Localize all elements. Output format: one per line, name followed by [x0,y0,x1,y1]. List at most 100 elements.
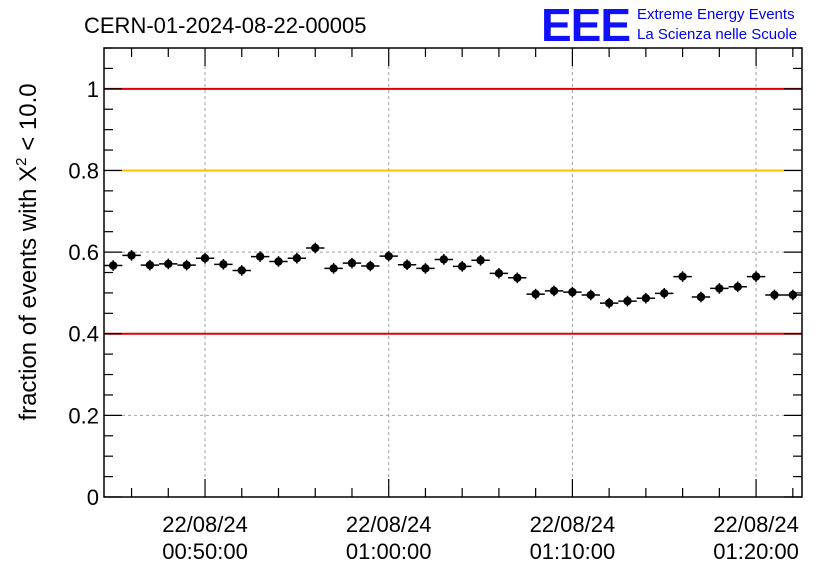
point-marker [145,260,155,270]
data-point-22 [508,272,527,284]
data-point-12 [324,263,343,274]
x-tick-labels: 22/08/2400:50:0022/08/2401:00:0022/08/24… [162,512,799,564]
data-point-21 [489,268,509,279]
point-marker [513,273,522,283]
point-marker [164,259,173,269]
eee-logo-line1: Extreme Energy Events [637,6,795,23]
data-point-37 [783,289,802,301]
data-point-34 [728,281,747,293]
point-marker [604,298,614,308]
point-marker [751,272,761,281]
y-tick-labels: 0 0.2 0.4 0.6 0.8 1 [68,77,99,510]
data-point-30 [655,288,674,299]
point-marker [715,284,724,293]
data-point-28 [618,295,637,307]
point-marker [788,290,798,300]
eee-logo: EEE Extreme Energy Events La Scienza nel… [541,0,797,51]
point-marker [494,269,504,278]
eee-logo-mark: EEE [541,0,630,51]
point-marker [623,296,632,306]
point-marker [219,260,228,269]
data-point-35 [746,271,766,282]
data-point-26 [581,289,600,301]
data-point-6 [214,259,233,270]
y-tick-label-0: 0 [87,485,99,510]
point-marker [292,254,302,263]
data-point-1 [122,250,141,261]
x-tick-label-date-1: 22/08/24 [346,512,432,537]
point-marker [255,252,265,261]
data-point-7 [232,265,251,276]
data-points [104,242,802,309]
point-marker [586,290,595,300]
point-marker [108,261,118,270]
data-point-36 [765,289,784,301]
x-tick-label-time-0: 00:50:00 [162,539,248,564]
eee-logo-line2: La Scienza nelle Scuole [637,26,797,43]
data-point-24 [544,285,564,297]
x-tick-label-date-3: 22/08/24 [713,512,799,537]
data-point-11 [306,242,325,254]
y-tick-label-5: 1 [87,77,99,102]
grid [104,48,802,497]
data-point-15 [379,250,398,262]
x-tick-label-time-1: 01:00:00 [346,539,432,564]
point-marker [641,294,651,303]
point-marker [733,282,742,291]
data-point-32 [691,291,711,303]
point-marker [421,264,430,273]
y-tick-label-3: 0.6 [68,240,99,265]
reference-lines [104,87,802,335]
data-point-3 [159,258,178,270]
point-marker [366,261,375,271]
point-marker [311,243,320,253]
data-point-16 [397,259,417,271]
x-tick-label-time-2: 01:10:00 [530,539,616,564]
point-marker [549,286,559,296]
data-point-17 [416,263,435,274]
data-point-0 [104,260,123,271]
data-point-4 [177,259,196,271]
chart-title: CERN-01-2024-08-22-00005 [84,13,367,38]
x-tick-label-date-2: 22/08/24 [530,512,616,537]
y-axis-label: fraction of events with X2 < 10.0 [13,83,42,420]
x-tick-label-date-0: 22/08/24 [162,512,248,537]
data-point-23 [526,288,545,300]
data-point-2 [140,259,160,271]
point-marker [770,290,779,300]
point-marker [347,258,357,268]
point-marker [476,256,485,265]
point-marker [531,289,540,299]
data-point-14 [361,260,380,272]
point-marker [402,260,412,269]
data-point-18 [434,254,453,265]
point-marker [329,264,338,273]
data-point-29 [636,292,656,304]
point-marker [678,272,687,281]
y-tick-label-2: 0.4 [68,322,99,347]
point-marker [457,262,467,271]
axis-ticks [104,47,802,498]
point-marker [660,289,669,298]
data-point-27 [599,297,619,309]
data-point-8 [250,251,270,262]
plot-frame [103,47,803,498]
x-tick-label-time-3: 01:20:00 [713,539,799,564]
point-marker [127,251,136,260]
data-point-10 [287,252,307,264]
data-point-13 [342,257,362,269]
data-point-25 [563,286,582,298]
point-marker [439,255,449,264]
point-marker [274,257,283,266]
data-point-19 [453,261,472,272]
point-marker [237,266,246,275]
y-tick-label-1: 0.2 [68,403,99,428]
data-point-5 [195,252,215,264]
data-point-9 [269,256,288,267]
data-point-31 [673,271,692,282]
data-point-33 [710,283,729,294]
point-marker [182,260,191,270]
point-marker [200,254,210,263]
point-marker [568,287,577,297]
